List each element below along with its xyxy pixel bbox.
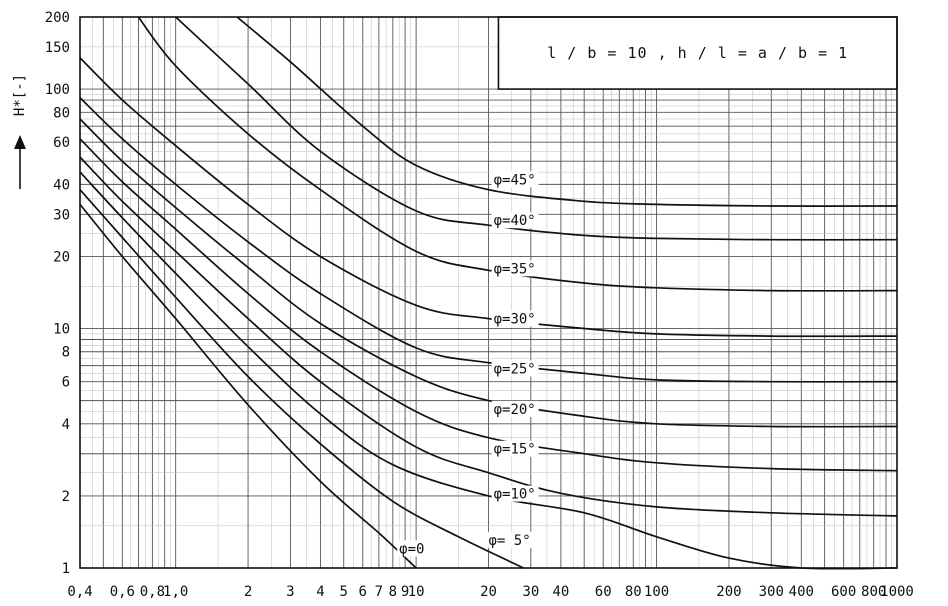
series-line	[79, 156, 898, 517]
series-line	[79, 97, 898, 383]
curve-label: φ=40°	[494, 213, 536, 229]
series-group	[79, 16, 898, 570]
y-axis-label: H*[-]	[12, 74, 28, 116]
x-tick-label: 8	[389, 584, 397, 600]
x-tick-label: 5	[340, 584, 348, 600]
x-tick-label: 9	[401, 584, 409, 600]
x-tick-label: 60	[595, 584, 612, 600]
series-line	[137, 16, 898, 292]
annotation-box: l / b = 10 , h / l = a / b = 1	[497, 16, 898, 90]
curve-label: φ=0	[399, 541, 424, 557]
x-tick-label: 6	[359, 584, 367, 600]
x-tick-label: 10	[408, 584, 425, 600]
series-line	[79, 57, 898, 338]
y-tick-label: 60	[53, 135, 70, 151]
y-tick-label: 2	[62, 489, 70, 505]
x-tick-label: 1,0	[163, 584, 188, 600]
curve-label-backing	[491, 440, 539, 457]
y-tick-label: 150	[45, 40, 70, 56]
curve-labels: φ=45° φ=40° φ=35° φ=30° φ=25° φ=20° φ=15° φ=10°…	[397, 171, 539, 557]
y-tick-label: 200	[45, 10, 70, 26]
curve-label-backing	[491, 212, 539, 229]
x-tick-label: 100	[644, 584, 669, 600]
series-line	[79, 138, 898, 472]
y-tick-label: 100	[45, 82, 70, 98]
x-tick-label: 400	[789, 584, 814, 600]
x-tick-label: 0,6	[110, 584, 135, 600]
y-tick-label: 8	[62, 345, 70, 361]
plot-frame	[79, 16, 898, 569]
curve-label: φ=25°	[494, 361, 536, 377]
x-tick-label: 20	[480, 584, 497, 600]
y-tick-label: 10	[53, 322, 70, 338]
series-line	[175, 16, 898, 241]
x-tick-label: 300	[759, 584, 784, 600]
x-tick-label: 7	[375, 584, 383, 600]
y-tick-label: 6	[62, 375, 70, 391]
x-tick-label: 3	[286, 584, 294, 600]
x-tick-label: 0,8	[140, 584, 165, 600]
curve-label: φ=35°	[494, 261, 536, 277]
x-tick-label: 0,4	[67, 584, 92, 600]
curve-label: φ=45°	[494, 172, 536, 188]
curve-label-backing	[486, 531, 534, 548]
curve-label-backing	[491, 310, 539, 327]
x-tick-label: 30	[522, 584, 539, 600]
y-tick-label: 20	[53, 249, 70, 265]
curve-label: φ=10°	[494, 487, 536, 503]
y-axis-arrow-head	[14, 135, 26, 149]
y-tick-label: 1	[62, 561, 70, 577]
curve-label: φ= 5°	[489, 533, 531, 549]
x-tick-label: 4	[316, 584, 324, 600]
x-tick-label: 600	[831, 584, 856, 600]
x-tick-label: 1000	[880, 584, 914, 600]
series-line	[79, 171, 898, 570]
series-line	[79, 189, 524, 569]
series-line	[79, 203, 417, 569]
curve-label-backing	[491, 485, 539, 502]
y-tick-label: 40	[53, 177, 70, 193]
curve-label: φ=15°	[494, 442, 536, 458]
x-tick-label: 200	[716, 584, 741, 600]
curve-label-backing	[491, 400, 539, 417]
curve-label-backing	[397, 540, 427, 557]
curve-label-backing	[491, 171, 539, 188]
tick-labels: 0,4 0,6 0,81,0 2 3 4 5 6 7 8 910 20 30 40 60 80 100 200 30…	[45, 10, 914, 600]
curve-label: φ=20°	[494, 402, 536, 418]
curve-label-backing	[491, 260, 539, 277]
curve-label: φ=30°	[494, 311, 536, 327]
x-tick-label: 40	[552, 584, 569, 600]
y-tick-label: 4	[62, 417, 70, 433]
curve-label-backing	[491, 360, 539, 377]
annotation-text: l / b = 10 , h / l = a / b = 1	[547, 44, 848, 62]
series-line	[79, 118, 898, 428]
series-line	[236, 16, 898, 207]
y-tick-label: 80	[53, 105, 70, 121]
x-tick-label: 80	[625, 584, 642, 600]
x-tick-label: 800	[861, 584, 886, 600]
y-tick-label: 30	[53, 207, 70, 223]
x-tick-label: 2	[244, 584, 252, 600]
y-axis-label-group: H*[-]	[12, 74, 28, 189]
